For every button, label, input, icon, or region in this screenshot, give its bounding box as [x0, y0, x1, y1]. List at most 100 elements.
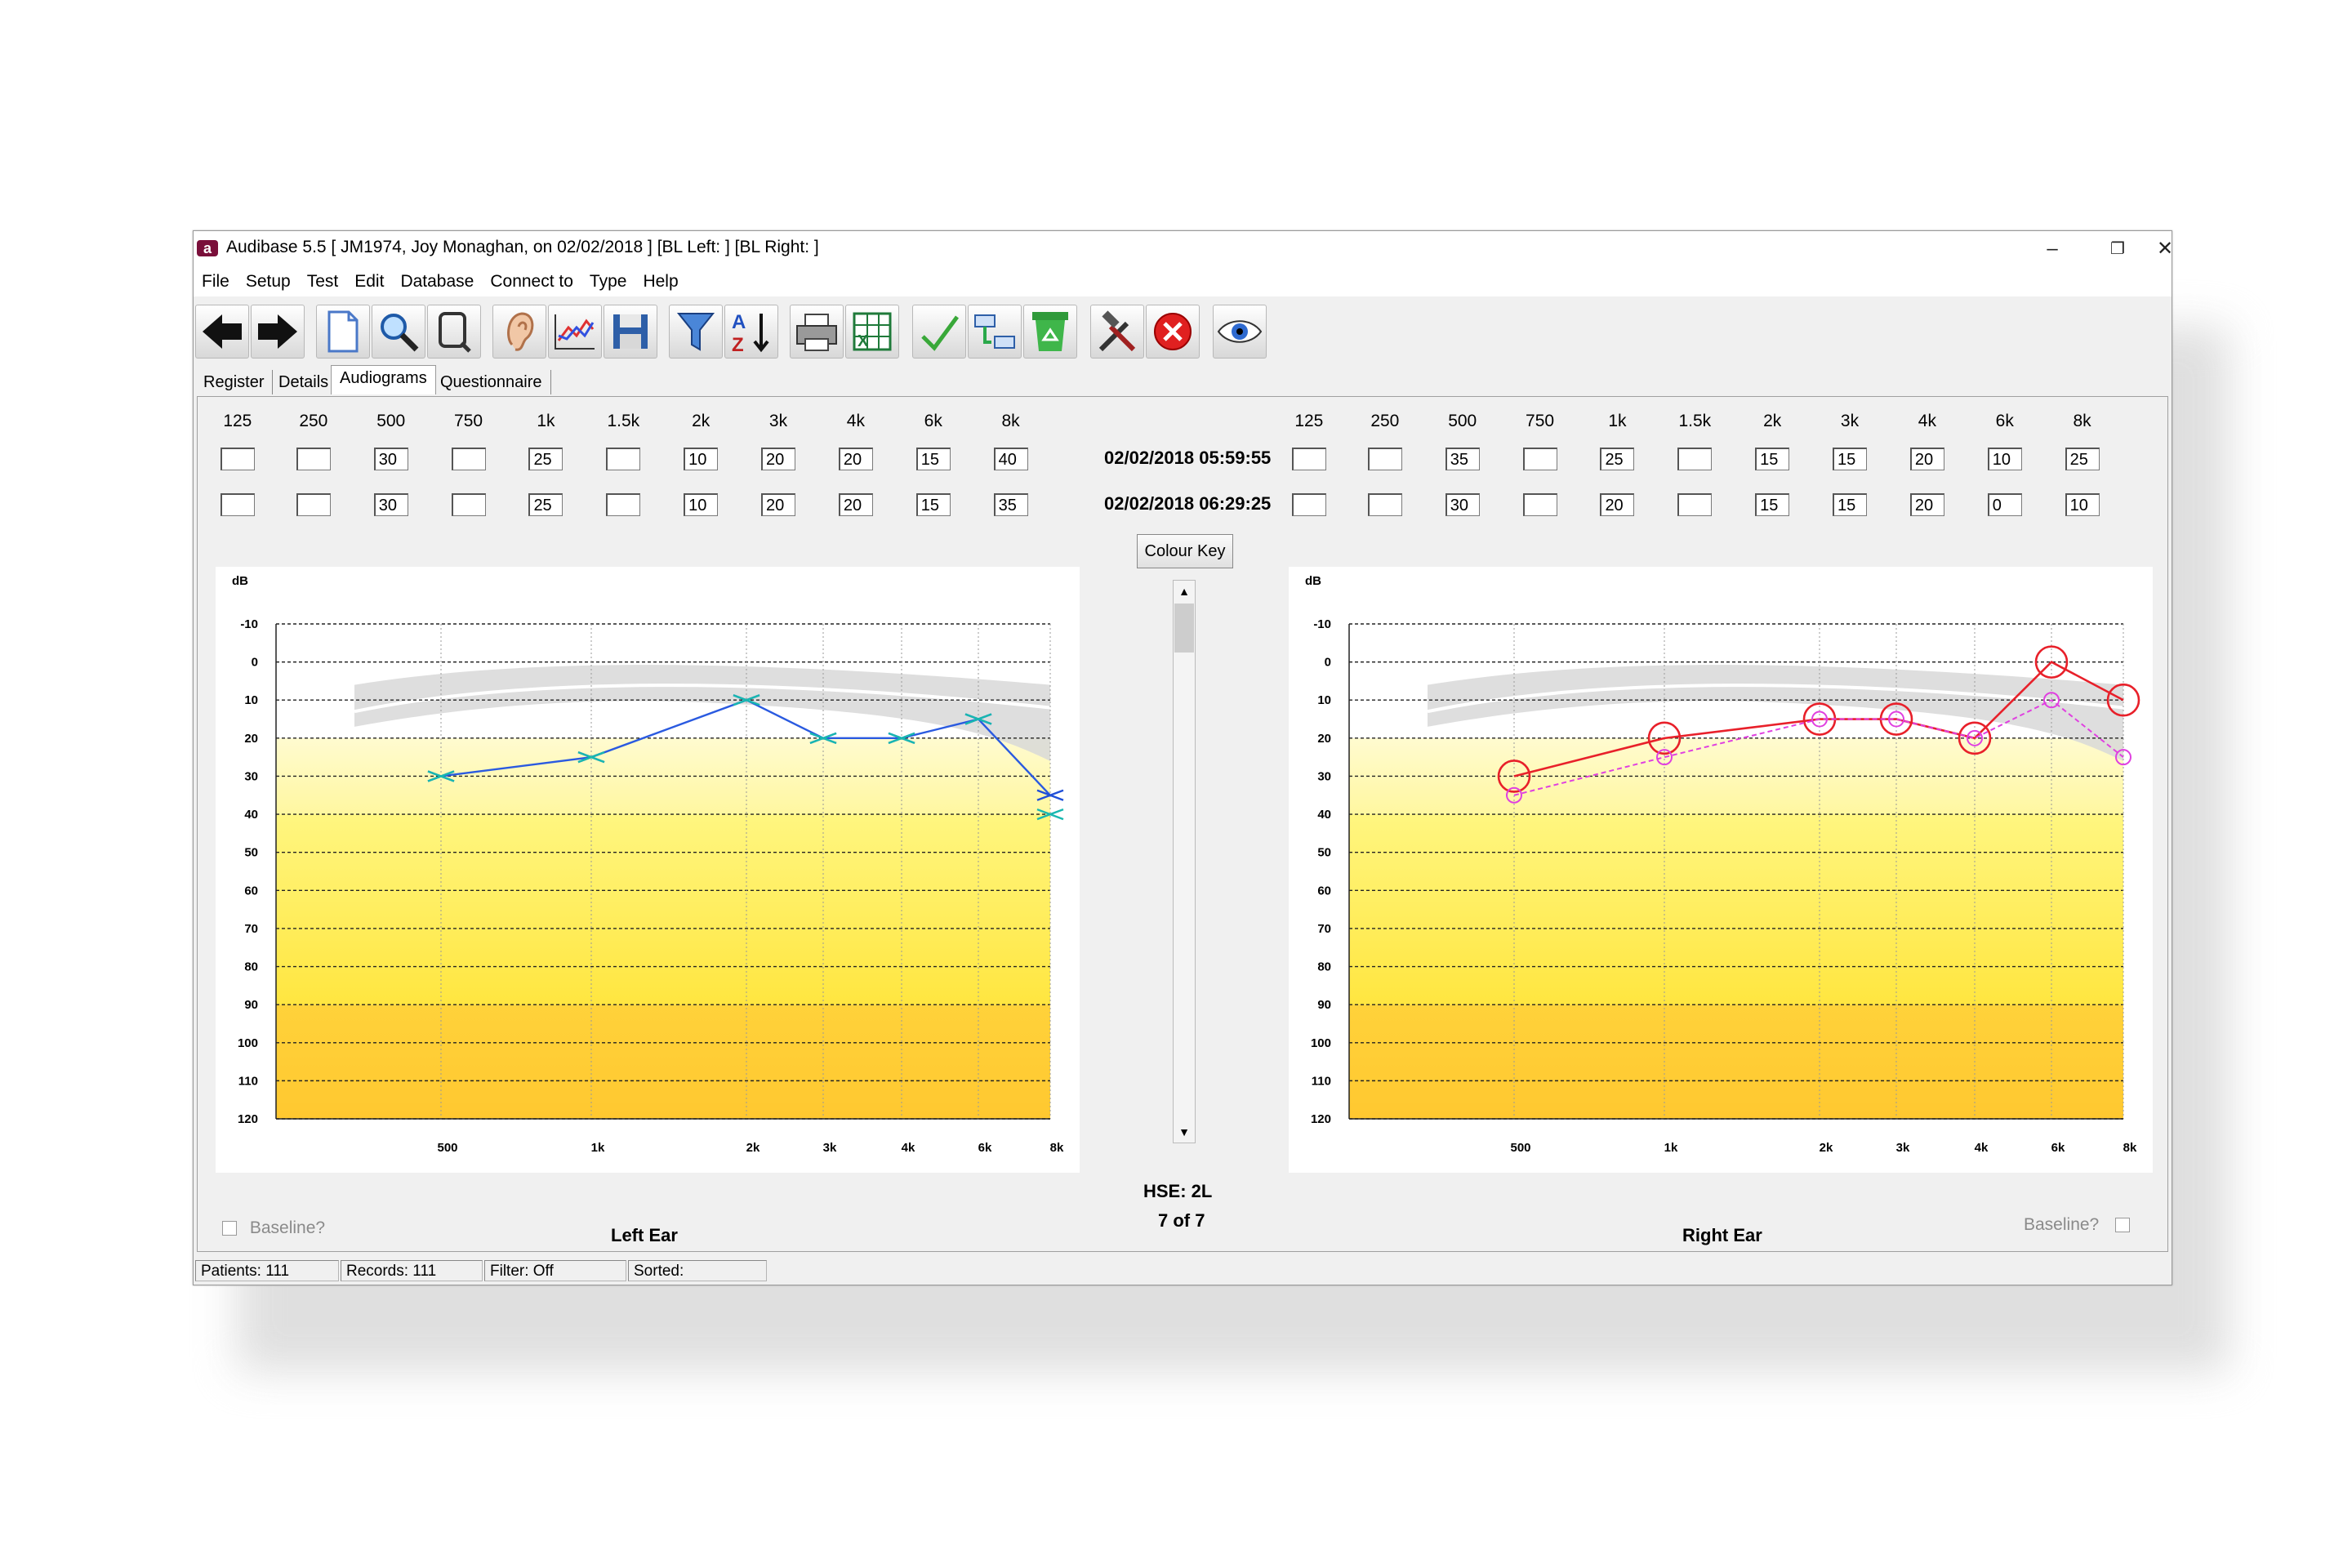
- right-freq-label: 1k: [1608, 412, 1627, 430]
- right-baseline-toggle[interactable]: Baseline?: [2024, 1215, 2131, 1235]
- menu-setup[interactable]: Setup: [245, 272, 291, 291]
- filter-icon[interactable]: [669, 305, 723, 359]
- left-threshold-field[interactable]: [451, 493, 486, 516]
- search-icon[interactable]: [372, 305, 425, 359]
- check-icon[interactable]: [912, 305, 966, 359]
- left-threshold-field[interactable]: 20: [761, 448, 796, 470]
- export-excel-icon[interactable]: X: [845, 305, 899, 359]
- left-threshold-field[interactable]: [220, 448, 255, 470]
- y-tick-label: 120: [238, 1112, 258, 1126]
- left-baseline-label: Baseline?: [249, 1218, 326, 1237]
- tab-strip: Register Details Audiograms Questionnair…: [194, 365, 2172, 394]
- right-threshold-field[interactable]: 15: [1833, 448, 1868, 470]
- left-threshold-field[interactable]: 20: [838, 493, 873, 516]
- scroll-thumb[interactable]: [1174, 604, 1194, 653]
- right-threshold-field[interactable]: 10: [1987, 448, 2022, 470]
- zoom-icon[interactable]: [427, 305, 481, 359]
- left-threshold-field[interactable]: 20: [838, 448, 873, 470]
- colour-key-button[interactable]: Colour Key: [1137, 534, 1233, 568]
- right-threshold-field[interactable]: 25: [1600, 448, 1635, 470]
- right-freq-label: 8k: [2073, 412, 2091, 430]
- right-baseline-checkbox[interactable]: [2115, 1218, 2131, 1233]
- left-threshold-field[interactable]: 25: [528, 448, 564, 470]
- transfer-icon[interactable]: [968, 305, 1022, 359]
- cancel-icon[interactable]: [1146, 305, 1200, 359]
- recycle-icon[interactable]: [1023, 305, 1077, 359]
- right-o-marker: [1647, 721, 1682, 755]
- menu-edit[interactable]: Edit: [354, 272, 385, 291]
- right-threshold-field[interactable]: 20: [1909, 448, 1944, 470]
- tab-details[interactable]: Details: [270, 370, 338, 394]
- left-threshold-field[interactable]: 30: [373, 493, 408, 516]
- left-threshold-field[interactable]: [296, 493, 331, 516]
- restore-button[interactable]: ❐: [2110, 240, 2125, 258]
- left-threshold-field[interactable]: 20: [761, 493, 796, 516]
- scroll-down-arrow-icon[interactable]: ▼: [1178, 1125, 1190, 1138]
- ear-icon[interactable]: [492, 305, 546, 359]
- right-threshold-field[interactable]: 20: [1600, 493, 1635, 516]
- left-baseline-toggle[interactable]: Baseline?: [222, 1218, 325, 1238]
- right-threshold-field[interactable]: 15: [1755, 448, 1790, 470]
- record-scrollbar[interactable]: ▲ ▼: [1173, 580, 1196, 1143]
- right-threshold-field[interactable]: [1522, 493, 1557, 516]
- chart-icon[interactable]: [548, 305, 602, 359]
- menu-file[interactable]: File: [202, 272, 229, 291]
- tab-questionnaire[interactable]: Questionnaire: [432, 370, 551, 394]
- right-threshold-field[interactable]: [1291, 448, 1326, 470]
- right-threshold-field[interactable]: [1677, 448, 1713, 470]
- minimize-button[interactable]: –: [2047, 238, 2058, 260]
- left-threshold-field[interactable]: 40: [993, 448, 1028, 470]
- tab-audiograms[interactable]: Audiograms: [331, 365, 436, 394]
- right-threshold-field[interactable]: [1367, 493, 1402, 516]
- right-threshold-field[interactable]: 15: [1755, 493, 1790, 516]
- left-threshold-field[interactable]: 10: [684, 448, 719, 470]
- right-o-marker: [1888, 710, 1904, 728]
- right-freq-label: 2k: [1763, 412, 1782, 430]
- right-threshold-field[interactable]: [1677, 493, 1713, 516]
- left-threshold-field[interactable]: 30: [373, 448, 408, 470]
- forward-arrow-icon[interactable]: [251, 305, 305, 359]
- right-o-marker: [1958, 721, 1992, 755]
- menu-connect-to[interactable]: Connect to: [490, 272, 573, 291]
- menu-test[interactable]: Test: [306, 272, 339, 291]
- right-threshold-field[interactable]: 25: [2065, 448, 2100, 470]
- left-ear-audiogram: -10 0 10 20 30 40 50 60 70 80 90 100 110 120 dB 500 1k 2k…: [232, 574, 1064, 1155]
- left-threshold-field[interactable]: [606, 493, 641, 516]
- y-tick-label: 40: [244, 808, 258, 822]
- right-threshold-field[interactable]: 30: [1445, 493, 1480, 516]
- menu-database[interactable]: Database: [400, 272, 474, 291]
- right-threshold-field[interactable]: 20: [1909, 493, 1944, 516]
- left-threshold-field[interactable]: 15: [915, 493, 951, 516]
- menu-type[interactable]: Type: [589, 272, 627, 291]
- right-threshold-field[interactable]: [1291, 493, 1326, 516]
- left-threshold-field[interactable]: [606, 448, 641, 470]
- left-threshold-field[interactable]: 35: [993, 493, 1028, 516]
- save-icon[interactable]: [604, 305, 657, 359]
- left-threshold-field[interactable]: [451, 448, 486, 470]
- right-threshold-field[interactable]: 15: [1833, 493, 1868, 516]
- left-threshold-field[interactable]: 15: [915, 448, 951, 470]
- menu-help[interactable]: Help: [643, 272, 679, 291]
- title-bar[interactable]: a Audibase 5.5 [ JM1974, Joy Monaghan, o…: [194, 231, 2173, 267]
- left-threshold-field[interactable]: 10: [684, 493, 719, 516]
- print-icon[interactable]: [790, 305, 844, 359]
- close-button[interactable]: ✕: [2156, 238, 2174, 260]
- new-document-icon[interactable]: [316, 305, 370, 359]
- right-threshold-field[interactable]: 0: [1987, 493, 2022, 516]
- y-tick-label: 10: [244, 693, 258, 707]
- right-threshold-field[interactable]: [1367, 448, 1402, 470]
- back-arrow-icon[interactable]: [195, 305, 249, 359]
- left-baseline-checkbox[interactable]: [222, 1221, 237, 1236]
- right-threshold-field[interactable]: 10: [2065, 493, 2100, 516]
- left-threshold-field[interactable]: [220, 493, 255, 516]
- right-threshold-field[interactable]: 35: [1445, 448, 1480, 470]
- right-threshold-field[interactable]: [1522, 448, 1557, 470]
- right-ear-chart: -10 0 10 20 30 40 50 60 70 80 90 100 110 120 dB 500 1k 2k…: [1289, 567, 2153, 1173]
- tab-register[interactable]: Register: [195, 370, 274, 394]
- view-eye-icon[interactable]: [1213, 305, 1267, 359]
- tools-icon[interactable]: [1090, 305, 1144, 359]
- scroll-up-arrow-icon[interactable]: ▲: [1178, 585, 1190, 598]
- left-threshold-field[interactable]: 25: [528, 493, 564, 516]
- left-threshold-field[interactable]: [296, 448, 331, 470]
